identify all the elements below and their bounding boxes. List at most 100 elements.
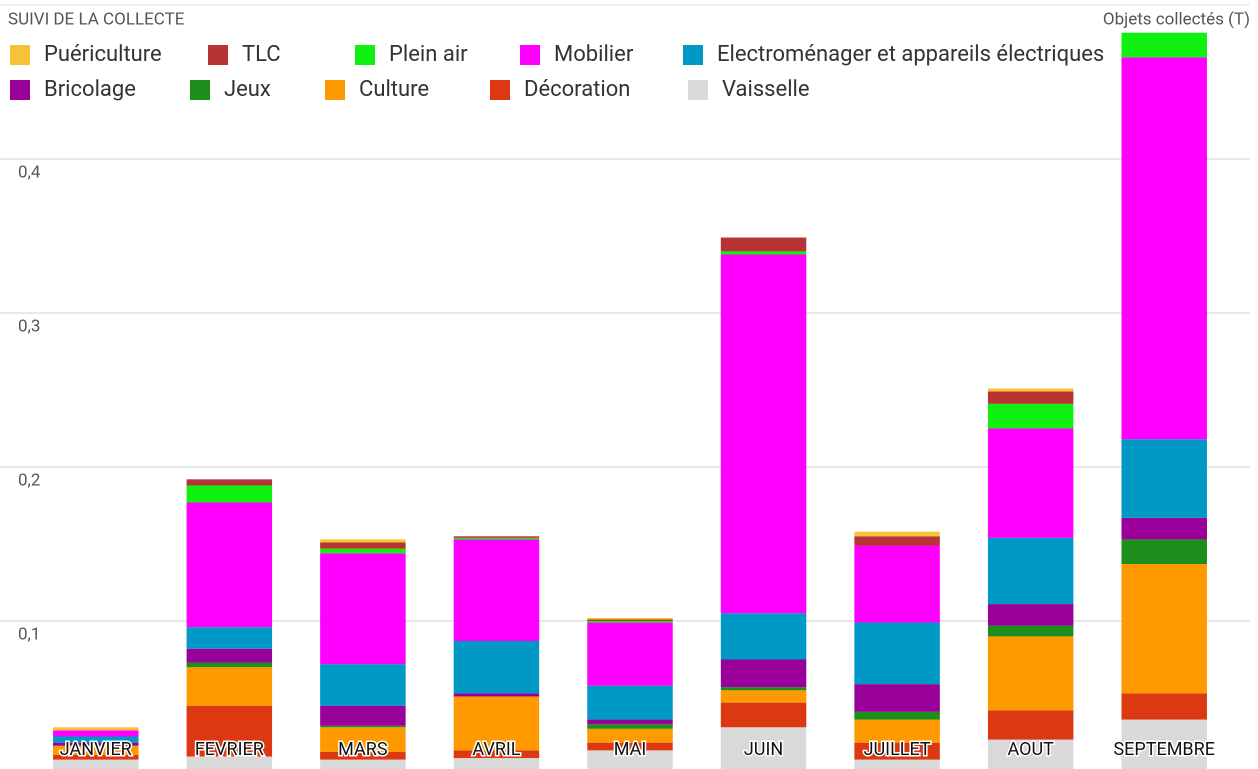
x-tick-label: FEVRIER [195, 739, 264, 760]
legend-swatch [355, 45, 375, 65]
legend-label: Bricolage [44, 77, 136, 102]
bar-segment [186, 627, 273, 649]
bar-segment [186, 485, 273, 503]
bar-segment [320, 751, 406, 760]
bar-segment [1121, 439, 1207, 518]
bar-segment [320, 725, 406, 728]
bar-segment [453, 758, 540, 769]
bar-segment [587, 719, 673, 725]
chart-title: SUIVI DE LA COLLECTE [8, 9, 185, 29]
x-tick-label: SEPTEMBRE [1113, 739, 1215, 760]
bar-segment [453, 536, 540, 538]
bar-segment [587, 622, 673, 686]
legend-label: Décoration [524, 77, 630, 102]
bar-segment [854, 622, 940, 685]
legend-label: Electroménager et appareils électriques [717, 42, 1104, 67]
bar-segment [720, 613, 807, 660]
bar-segment [720, 690, 807, 703]
legend-label: Puériculture [44, 42, 162, 67]
bar-segment [987, 710, 1074, 740]
bar-segment [320, 705, 406, 726]
bar-segment [1121, 57, 1207, 440]
y-axis-label: Objets collectés (T) [1103, 9, 1250, 29]
bar-segment [587, 728, 673, 743]
legend-swatch [688, 80, 708, 100]
bar-segment [53, 736, 139, 743]
bar-segment [987, 391, 1074, 404]
bar-segment [186, 756, 273, 769]
bar-segment [1121, 564, 1207, 694]
bar-segment [854, 684, 940, 712]
bar-segment [987, 604, 1074, 626]
bar-segment [987, 636, 1074, 711]
legend-swatch [520, 45, 540, 65]
bar-segment [587, 619, 673, 621]
bar-segment [53, 754, 139, 760]
bar-segment [453, 641, 540, 694]
bar-segment [186, 479, 273, 486]
legend-swatch [10, 45, 30, 65]
bar-segment [186, 705, 273, 757]
bar-segment [320, 548, 406, 554]
bar-segment [53, 730, 139, 737]
legend-label: Mobilier [554, 42, 634, 67]
bar-segment [854, 545, 940, 623]
bar-segment [987, 739, 1074, 769]
bar-segment [186, 648, 273, 663]
bar-segment [1121, 517, 1207, 540]
y-tick-label: 0,3 [18, 316, 40, 336]
bar-segment [320, 553, 406, 665]
bar-segment [53, 759, 139, 769]
bar-segment [53, 727, 139, 731]
bar-segment [987, 428, 1074, 538]
x-tick-label: MAI [614, 739, 647, 760]
bar-segment [720, 702, 807, 728]
bar-segment [587, 685, 673, 720]
bar-segment [854, 719, 940, 743]
x-tick-label: JUILLET [864, 739, 931, 760]
bar-segment [1121, 32, 1207, 58]
x-tick-label: MARS [338, 739, 388, 760]
legend-swatch [190, 80, 210, 100]
y-tick-label: 0,1 [18, 624, 40, 644]
bar-segment [186, 662, 273, 668]
bar-segment [720, 237, 807, 252]
bar-segment [854, 759, 940, 769]
x-tick-label: JANVIER [60, 739, 132, 760]
bar-segment [453, 539, 540, 642]
bar-segment [987, 403, 1074, 429]
legend-swatch [10, 80, 30, 100]
bar-segment [453, 537, 540, 540]
bar-segment [53, 745, 139, 755]
bar-segment [987, 388, 1074, 392]
bar-segment [186, 502, 273, 628]
bar-segment [720, 659, 807, 688]
bar-segment [1121, 693, 1207, 720]
legend-label: Plein air [389, 42, 468, 67]
legend-label: Culture [359, 77, 429, 102]
bar-segment [453, 696, 540, 751]
bar-segment [854, 711, 940, 720]
x-tick-label: JUIN [744, 739, 783, 760]
bar-segment [320, 539, 406, 543]
legend-swatch [683, 45, 703, 65]
bar-segment [186, 667, 273, 706]
y-tick-label: 0,2 [18, 470, 40, 490]
bar-segment [720, 727, 807, 769]
legend-label: Vaisselle [722, 77, 810, 102]
bar-segment [1121, 719, 1207, 769]
bar-segment [320, 759, 406, 769]
bar-segment [587, 621, 673, 623]
x-tick-label: AVRIL [472, 739, 520, 760]
bar-segment [587, 742, 673, 751]
bar-segment [453, 750, 540, 759]
x-tick-label: AOUT [1007, 739, 1054, 760]
legend-label: Jeux [224, 77, 271, 102]
bar-segment [854, 536, 940, 546]
legend-swatch [490, 80, 510, 100]
legend-swatch [325, 80, 345, 100]
bar-segment [53, 742, 139, 746]
bar-segment [987, 537, 1074, 605]
bar-segment [453, 693, 540, 697]
